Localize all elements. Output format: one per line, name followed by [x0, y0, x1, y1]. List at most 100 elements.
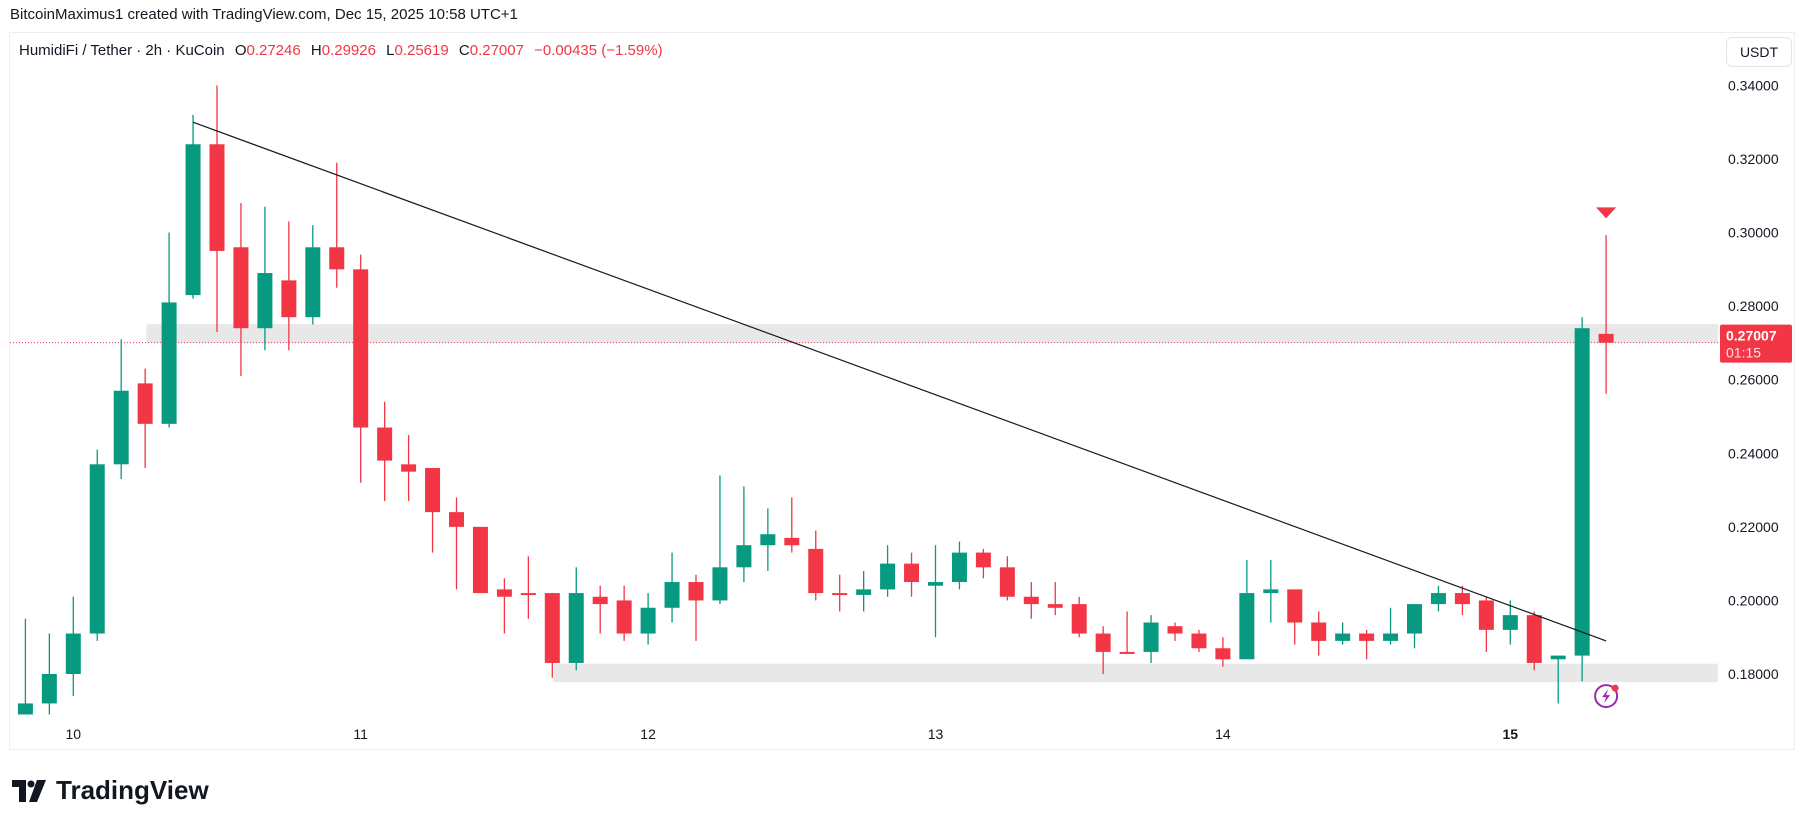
- price-tick-label: 0.20000: [1728, 592, 1779, 608]
- candle: [1407, 604, 1422, 649]
- candle-body: [1550, 655, 1566, 660]
- candle: [760, 508, 776, 571]
- candle: [951, 541, 967, 590]
- candle-body: [1167, 626, 1183, 634]
- candle-body: [999, 567, 1015, 597]
- candle-body: [1143, 622, 1159, 652]
- low-value: 0.25619: [394, 42, 449, 59]
- candle: [472, 526, 488, 594]
- price-tick-label: 0.28000: [1728, 298, 1779, 314]
- candle: [880, 545, 896, 597]
- candle: [113, 339, 129, 480]
- candle: [257, 206, 273, 351]
- symbol-title[interactable]: HumidiFi / Tether · 2h · KuCoin: [19, 42, 225, 59]
- candle: [209, 85, 225, 332]
- candle-body: [1047, 604, 1063, 608]
- candle-body: [1383, 633, 1399, 641]
- candle-body: [1502, 615, 1518, 630]
- candle-body: [1071, 604, 1087, 634]
- candle: [592, 585, 608, 634]
- candle: [281, 221, 297, 351]
- candle: [832, 574, 848, 612]
- candle: [65, 596, 81, 697]
- candle-body: [1287, 589, 1303, 623]
- candle-body: [17, 703, 33, 715]
- time-tick-label: 10: [66, 726, 82, 742]
- candle-body: [808, 548, 824, 594]
- candle-body: [1335, 633, 1351, 641]
- time-tick-label: 15: [1503, 726, 1519, 742]
- candle-body: [1454, 593, 1470, 605]
- candle-body: [185, 144, 201, 296]
- candle-body: [1478, 600, 1494, 630]
- candle-body: [712, 567, 728, 601]
- candle: [784, 497, 800, 553]
- candle: [1263, 559, 1279, 623]
- candle: [712, 475, 728, 605]
- tradingview-logo[interactable]: TradingView: [12, 775, 209, 806]
- high-value: 0.29926: [321, 42, 376, 59]
- candle: [1191, 629, 1207, 652]
- candle: [1215, 637, 1231, 667]
- candle-body: [209, 144, 225, 251]
- candle: [664, 552, 680, 623]
- price-tick-label: 0.24000: [1728, 445, 1779, 461]
- candle-body: [329, 247, 345, 270]
- candle: [1502, 600, 1518, 645]
- candle-body: [1191, 633, 1207, 649]
- candle: [1454, 585, 1470, 616]
- candle-body: [89, 464, 105, 634]
- candle: [1311, 611, 1327, 656]
- candle-body: [1598, 333, 1614, 343]
- candle-body: [664, 582, 680, 608]
- candle: [1167, 622, 1183, 641]
- open-label: O: [234, 42, 247, 59]
- candle: [975, 548, 991, 579]
- candle-body: [1526, 615, 1542, 663]
- candle: [1071, 596, 1087, 638]
- candle-body: [401, 464, 417, 472]
- candle: [89, 449, 105, 641]
- candle: [1550, 655, 1566, 704]
- candle: [1095, 626, 1111, 674]
- currency-button[interactable]: USDT: [1726, 37, 1792, 67]
- open-value: 0.27246: [246, 42, 301, 59]
- candle-body: [856, 589, 872, 595]
- candle: [1335, 622, 1351, 645]
- candle-body: [1239, 593, 1255, 660]
- close-value: 0.27007: [469, 42, 524, 59]
- candle-body: [951, 552, 967, 583]
- low-label: L: [386, 42, 395, 59]
- candle-body: [1430, 593, 1446, 605]
- sell-signal-arrow-icon: [1596, 207, 1617, 219]
- candle: [305, 225, 321, 325]
- chart-pane[interactable]: [9, 32, 1795, 750]
- candle: [425, 467, 441, 553]
- candle: [1359, 629, 1375, 660]
- candle: [1287, 589, 1303, 645]
- notification-dot: [1611, 684, 1619, 692]
- symbol-legend: HumidiFi / Tether · 2h · KuCoin O0.27246…: [19, 42, 663, 59]
- candle-body: [305, 247, 321, 318]
- candle: [520, 556, 536, 619]
- candle-body: [568, 593, 584, 663]
- candle: [1239, 559, 1255, 660]
- price-zone: [553, 663, 1718, 683]
- candle: [1598, 235, 1614, 394]
- candle-body: [161, 302, 177, 424]
- price-tick-label: 0.30000: [1728, 225, 1779, 241]
- candle: [904, 552, 920, 597]
- high-label: H: [310, 42, 322, 59]
- lightning-alert-icon[interactable]: [1594, 684, 1619, 709]
- close-label: C: [458, 42, 470, 59]
- candle-body: [904, 563, 920, 583]
- candle-body: [377, 427, 393, 461]
- time-tick-label: 14: [1215, 726, 1231, 742]
- candle: [1047, 582, 1063, 616]
- last-price-badge: [1720, 324, 1792, 363]
- candle-body: [1574, 328, 1590, 656]
- price-tick-label: 0.22000: [1728, 519, 1779, 535]
- candle: [808, 530, 824, 601]
- candle-body: [760, 534, 776, 546]
